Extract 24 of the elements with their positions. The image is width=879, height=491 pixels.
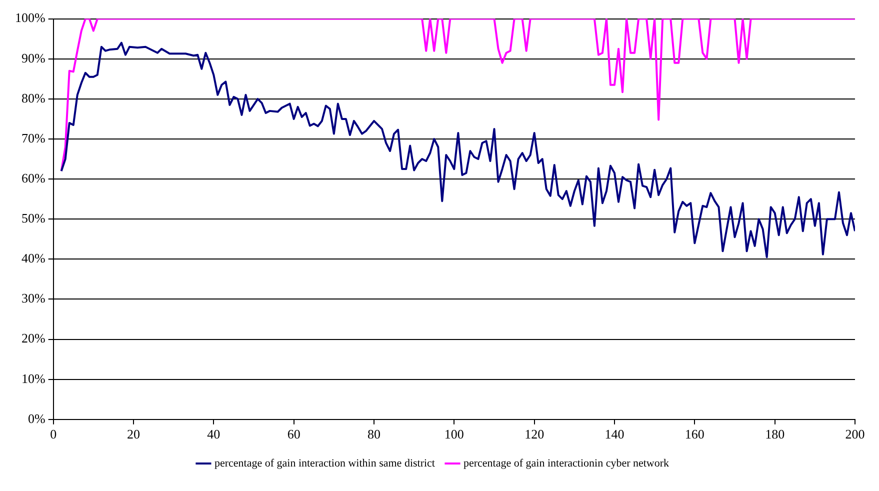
x-tick-label: 0: [50, 426, 57, 442]
x-tick-label: 200: [845, 426, 865, 442]
legend-label: percentage of gain interaction within same district: [214, 457, 436, 470]
x-tick-label: 180: [765, 426, 785, 442]
y-tick-label: 90%: [21, 50, 46, 66]
x-tick-label: 120: [524, 426, 544, 442]
y-tick-label: 70%: [21, 130, 46, 146]
x-tick-label: 20: [126, 426, 140, 442]
y-tick-label: 30%: [21, 290, 46, 306]
y-tick-label: 60%: [21, 170, 46, 186]
x-tick-label: 60: [287, 426, 300, 442]
y-tick-label: 50%: [21, 210, 46, 226]
y-tick-label: 0%: [28, 410, 46, 426]
x-tick-label: 100: [444, 426, 464, 442]
y-tick-label: 20%: [21, 330, 46, 346]
x-tick-label: 80: [367, 426, 380, 442]
x-tick-label: 140: [604, 426, 624, 442]
x-tick-label: 160: [684, 426, 704, 442]
x-tick-label: 40: [207, 426, 220, 442]
y-tick-label: 40%: [21, 250, 46, 266]
y-tick-label: 80%: [21, 90, 46, 106]
legend-label: percentage of gain interactionin cyber network: [463, 457, 670, 470]
y-tick-label: 10%: [21, 370, 46, 386]
y-tick-label: 100%: [14, 10, 46, 26]
